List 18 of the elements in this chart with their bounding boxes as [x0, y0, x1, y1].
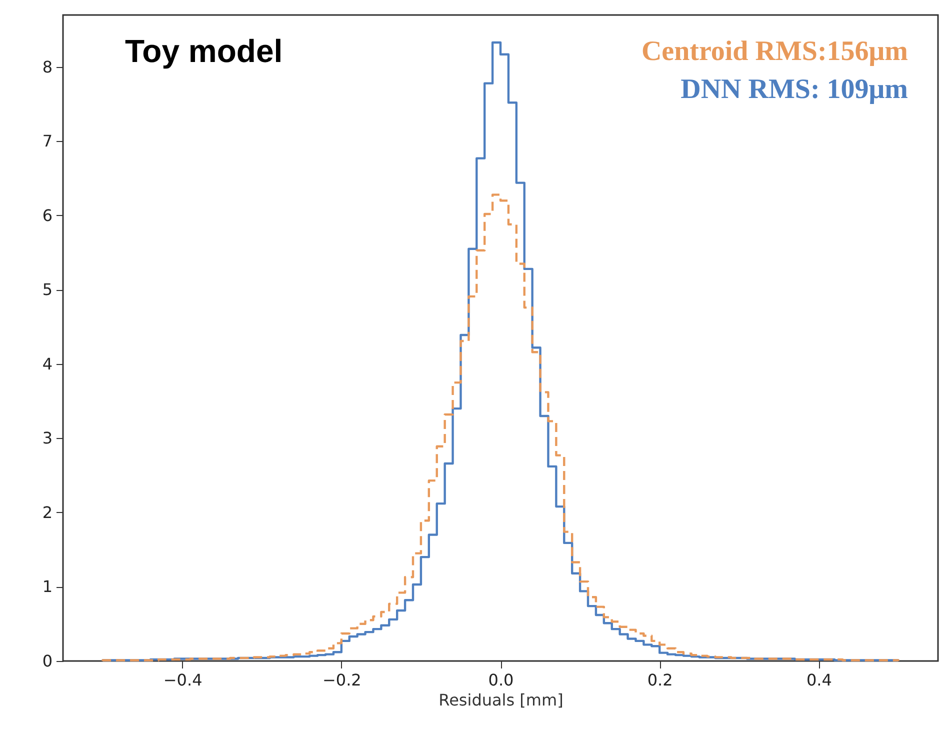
y-tick-label: 7: [42, 132, 52, 151]
x-axis-title: Residuals [mm]: [438, 690, 564, 710]
text: DNN RMS: 109μm: [680, 74, 908, 105]
x-tick-label: −0.2: [322, 670, 362, 690]
y-tick-label: 6: [42, 206, 52, 225]
x-tick-label: 0.0: [488, 670, 514, 690]
y-tick-label: 8: [42, 57, 52, 76]
x-tick-label: 0.4: [806, 670, 832, 690]
x-tick-label: 0.2: [647, 670, 673, 690]
x-tick-label: −0.4: [163, 670, 202, 690]
y-tick-label: 4: [42, 354, 52, 374]
y-tick-label: 3: [42, 428, 52, 448]
y-tick-label: 5: [42, 280, 52, 300]
y-tick-label: 2: [42, 502, 52, 522]
y-tick-label: 1: [42, 577, 52, 596]
text: Toy model: [125, 33, 283, 69]
y-tick-label: 0: [42, 652, 52, 670]
text: Centroid RMS:156μm: [641, 36, 908, 67]
